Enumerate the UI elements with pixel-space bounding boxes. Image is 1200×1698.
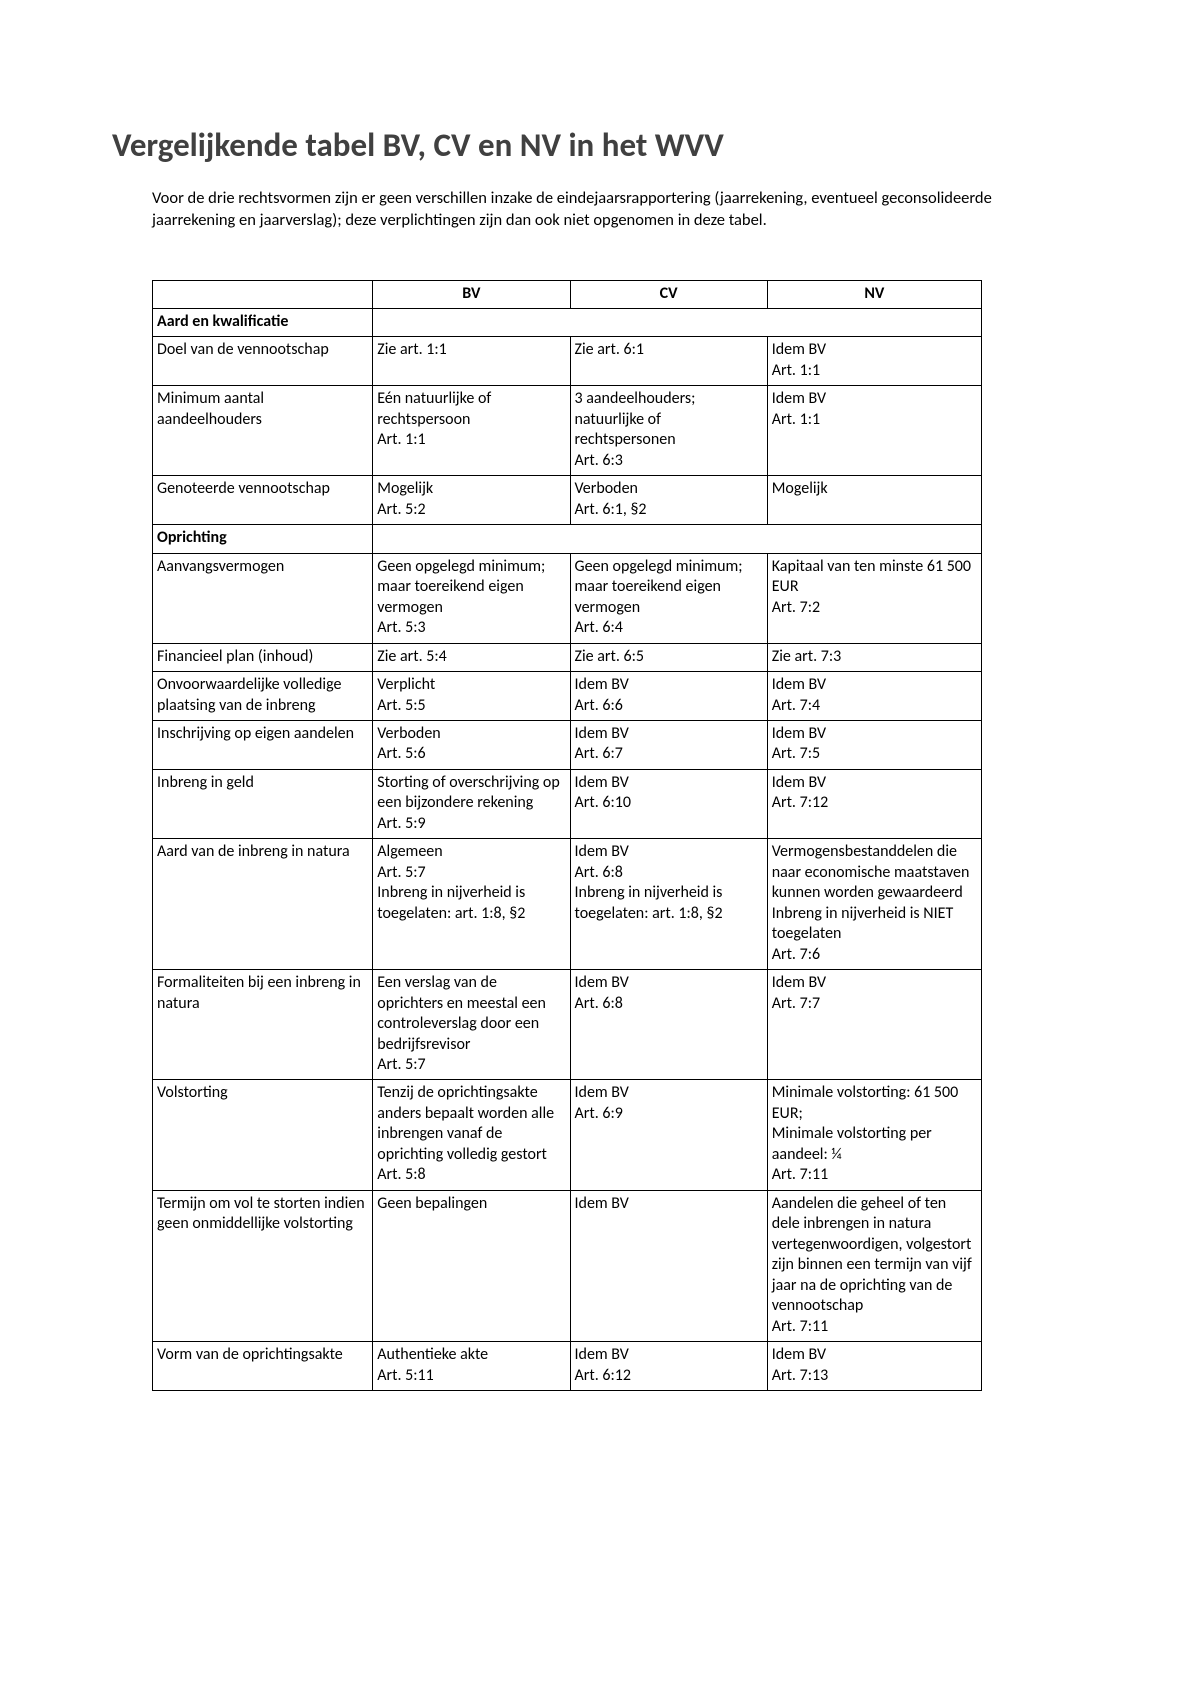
- table-cell: Tenzij de oprichtingsakte anders bepaalt…: [373, 1080, 570, 1190]
- table-cell: Idem BVArt. 6:8Inbreng in nijverheid is …: [570, 839, 767, 970]
- table-cell: Authentieke akteArt. 5:11: [373, 1342, 570, 1391]
- table-cell: Idem BVArt. 6:7: [570, 720, 767, 769]
- table-cell: Idem BVArt. 6:12: [570, 1342, 767, 1391]
- table-cell: Idem BVArt. 7:12: [767, 769, 981, 838]
- table-row: VolstortingTenzij de oprichtingsakte and…: [153, 1080, 982, 1190]
- section-blank: [373, 525, 982, 553]
- table-cell: Inschrijving op eigen aandelen: [153, 720, 373, 769]
- table-cell: Vermogensbestanddelen die naar economisc…: [767, 839, 981, 970]
- table-header-row: BV CV NV: [153, 280, 982, 308]
- col-header-empty: [153, 280, 373, 308]
- table-cell: Idem BVArt. 6:6: [570, 672, 767, 721]
- page-title: Vergelijkende tabel BV, CV en NV in het …: [112, 125, 1088, 165]
- section-row: Oprichting: [153, 525, 982, 553]
- table-row: Genoteerde vennootschapMogelijkArt. 5:2V…: [153, 476, 982, 525]
- table-cell: Volstorting: [153, 1080, 373, 1190]
- section-cell: Oprichting: [153, 525, 373, 553]
- table-row: Inschrijving op eigen aandelenVerbodenAr…: [153, 720, 982, 769]
- table-cell: Idem BVArt. 6:8: [570, 970, 767, 1080]
- table-cell: Vorm van de oprichtingsakte: [153, 1342, 373, 1391]
- table-cell: Eén natuurlijke of rechtspersoonArt. 1:1: [373, 386, 570, 476]
- table-cell: Genoteerde vennootschap: [153, 476, 373, 525]
- col-header-cv: CV: [570, 280, 767, 308]
- table-cell: VerbodenArt. 5:6: [373, 720, 570, 769]
- table-row: Formaliteiten bij een inbreng in naturaE…: [153, 970, 982, 1080]
- table-cell: Idem BVArt. 7:7: [767, 970, 981, 1080]
- section-row: Aard en kwalificatie: [153, 309, 982, 337]
- table-row: Termijn om vol te storten indien geen on…: [153, 1190, 982, 1341]
- comparison-table: BV CV NV Aard en kwalificatieDoel van de…: [152, 280, 982, 1392]
- table-body: Aard en kwalificatieDoel van de vennoots…: [153, 309, 982, 1391]
- table-row: Minimum aantal aandeelhoudersEén natuurl…: [153, 386, 982, 476]
- table-cell: Doel van de vennootschap: [153, 337, 373, 386]
- table-row: Onvoorwaardelijke volledige plaatsing va…: [153, 672, 982, 721]
- table-cell: Idem BVArt. 6:9: [570, 1080, 767, 1190]
- table-cell: Aandelen die geheel of ten dele inbrenge…: [767, 1190, 981, 1341]
- table-cell: Zie art. 7:3: [767, 643, 981, 671]
- col-header-bv: BV: [373, 280, 570, 308]
- table-cell: Storting of overschrijving op een bijzon…: [373, 769, 570, 838]
- col-header-nv: NV: [767, 280, 981, 308]
- table-cell: Minimale volstorting: 61 500 EUR;Minimal…: [767, 1080, 981, 1190]
- table-cell: Kapitaal van ten minste 61 500 EURArt. 7…: [767, 553, 981, 643]
- intro-paragraph: Voor de drie rechtsvormen zijn er geen v…: [152, 187, 1042, 232]
- table-row: Financieel plan (inhoud)Zie art. 5:4Zie …: [153, 643, 982, 671]
- table-row: Doel van de vennootschapZie art. 1:1Zie …: [153, 337, 982, 386]
- table-cell: Idem BVArt. 7:13: [767, 1342, 981, 1391]
- table-cell: Financieel plan (inhoud): [153, 643, 373, 671]
- table-cell: Inbreng in geld: [153, 769, 373, 838]
- table-cell: MogelijkArt. 5:2: [373, 476, 570, 525]
- table-cell: Idem BVArt. 7:4: [767, 672, 981, 721]
- table-cell: Termijn om vol te storten indien geen on…: [153, 1190, 373, 1341]
- table-cell: Idem BVArt. 6:10: [570, 769, 767, 838]
- table-cell: Idem BVArt. 7:5: [767, 720, 981, 769]
- table-cell: Zie art. 6:5: [570, 643, 767, 671]
- table-cell: Geen opgelegd minimum; maar toereikend e…: [570, 553, 767, 643]
- table-cell: VerbodenArt. 6:1, §2: [570, 476, 767, 525]
- table-row: AanvangsvermogenGeen opgelegd minimum; m…: [153, 553, 982, 643]
- section-blank: [373, 309, 982, 337]
- table-cell: 3 aandeelhouders; natuurlijke of rechtsp…: [570, 386, 767, 476]
- table-cell: Zie art. 5:4: [373, 643, 570, 671]
- table-cell: Geen opgelegd minimum; maar toereikend e…: [373, 553, 570, 643]
- table-cell: Zie art. 1:1: [373, 337, 570, 386]
- table-cell: Idem BVArt. 1:1: [767, 337, 981, 386]
- table-cell: Aard van de inbreng in natura: [153, 839, 373, 970]
- table-row: Vorm van de oprichtingsakteAuthentieke a…: [153, 1342, 982, 1391]
- table-cell: VerplichtArt. 5:5: [373, 672, 570, 721]
- table-cell: Onvoorwaardelijke volledige plaatsing va…: [153, 672, 373, 721]
- table-row: Inbreng in geldStorting of overschrijvin…: [153, 769, 982, 838]
- table-cell: AlgemeenArt. 5:7Inbreng in nijverheid is…: [373, 839, 570, 970]
- table-cell: Formaliteiten bij een inbreng in natura: [153, 970, 373, 1080]
- table-cell: Zie art. 6:1: [570, 337, 767, 386]
- table-cell: Geen bepalingen: [373, 1190, 570, 1341]
- table-cell: Minimum aantal aandeelhouders: [153, 386, 373, 476]
- document-page: Vergelijkende tabel BV, CV en NV in het …: [0, 0, 1200, 1698]
- table-cell: Mogelijk: [767, 476, 981, 525]
- table-row: Aard van de inbreng in naturaAlgemeenArt…: [153, 839, 982, 970]
- table-cell: Aanvangsvermogen: [153, 553, 373, 643]
- table-cell: Idem BV: [570, 1190, 767, 1341]
- section-cell: Aard en kwalificatie: [153, 309, 373, 337]
- table-cell: Een verslag van de oprichters en meestal…: [373, 970, 570, 1080]
- table-cell: Idem BVArt. 1:1: [767, 386, 981, 476]
